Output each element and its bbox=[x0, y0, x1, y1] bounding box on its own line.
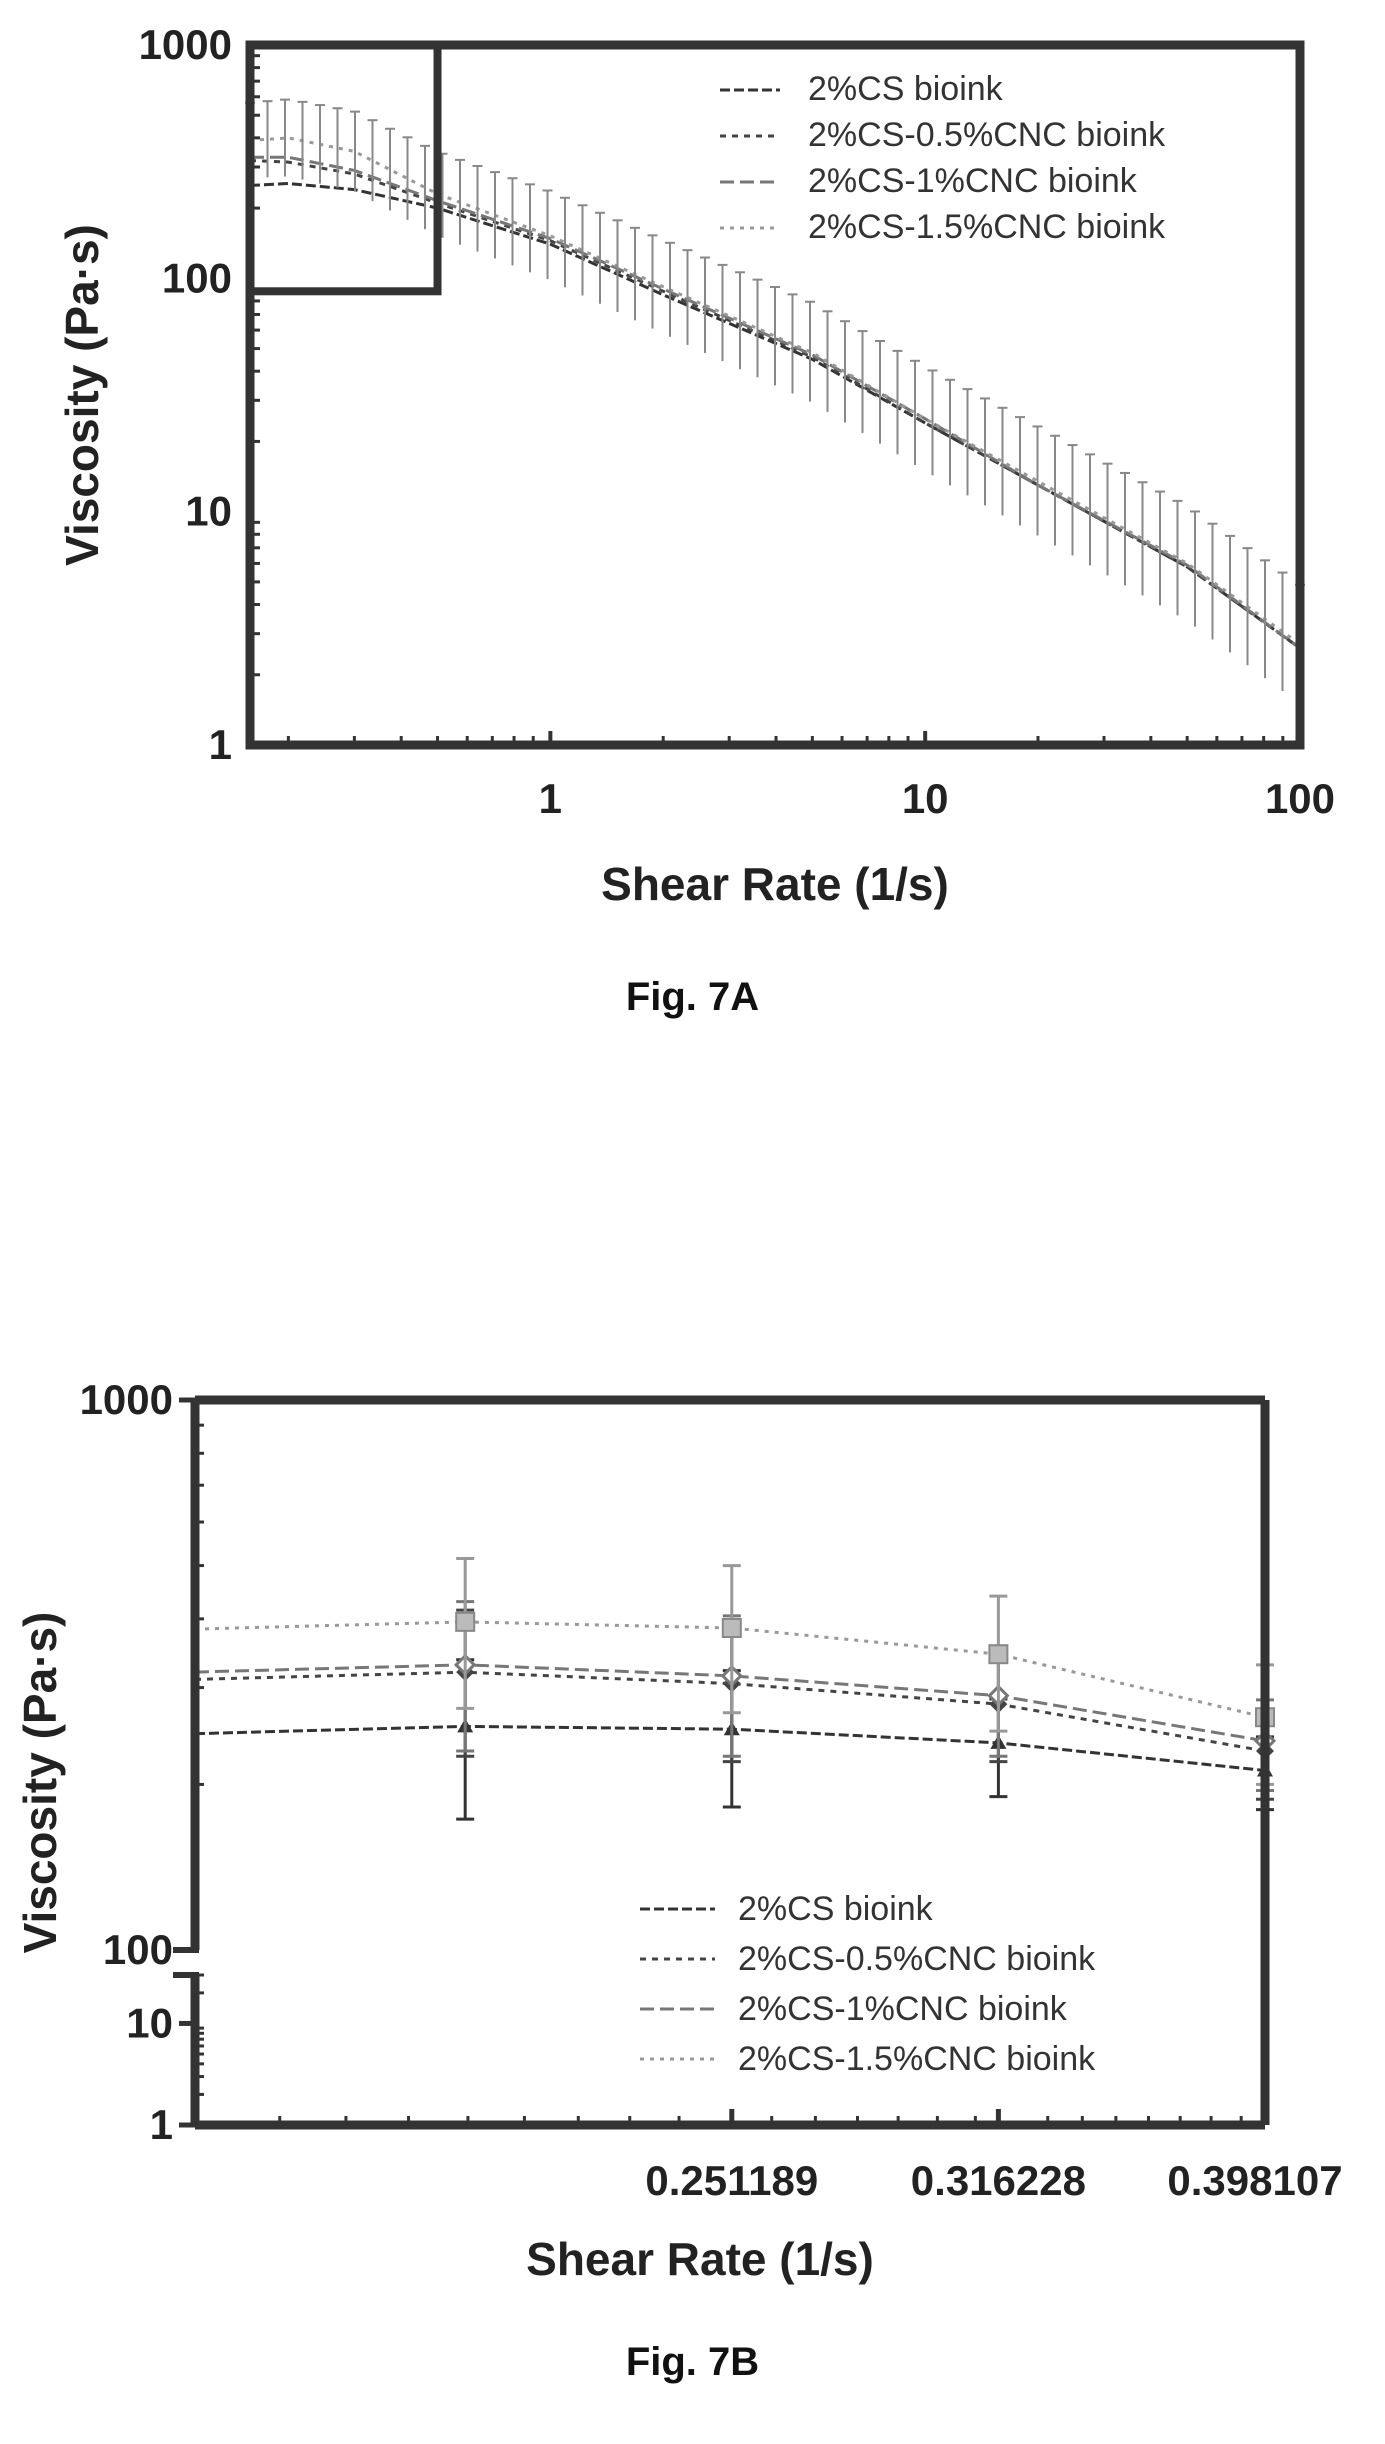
y-tick-label: 1 bbox=[150, 2101, 173, 2148]
y-tick-label: 1000 bbox=[80, 1376, 173, 1423]
legend-label: 2%CS-0.5%CNC bioink bbox=[738, 1940, 1096, 1978]
y-axis-title: Viscosity (Pa·s) bbox=[56, 224, 108, 566]
series-line bbox=[194, 1620, 1266, 1719]
y-tick-label: 1 bbox=[209, 721, 232, 768]
x-tick-label: 0.316228 bbox=[911, 2157, 1086, 2204]
legend-label: 2%CS-0.5%CNC bioink bbox=[808, 116, 1166, 154]
legend: 2%CS bioink 2%CS-0.5%CNC bioink 2%CS-1%CNC… bbox=[640, 1890, 1096, 2078]
y-axis-title: Viscosity (Pa·s) bbox=[14, 1612, 66, 1954]
y-tick-label: 1000 bbox=[139, 21, 232, 68]
zoom-inset-box bbox=[246, 41, 442, 296]
chart-fig-7b: 1 10 100 1000 0.251189 0.316228 0.398107 2%CS … bbox=[14, 1376, 1343, 2285]
x-axis-title: Shear Rate (1/s) bbox=[526, 2233, 874, 2285]
x-tick-label: 0.251189 bbox=[645, 2157, 818, 2204]
series-line bbox=[249, 159, 1301, 650]
legend-label: 2%CS bioink bbox=[808, 70, 1004, 108]
legend-label: 2%CS-1.5%CNC bioink bbox=[808, 208, 1166, 246]
series-line bbox=[250, 155, 1301, 650]
series-line bbox=[194, 1670, 1266, 1753]
y-tick-label: 10 bbox=[126, 1999, 173, 2046]
y-tick-label: 100 bbox=[103, 1926, 173, 1973]
chart-series-group bbox=[245, 98, 1305, 704]
data-point bbox=[988, 1644, 1009, 1665]
x-tick-label: 10 bbox=[902, 775, 949, 822]
chart-series-group bbox=[194, 1557, 1277, 1821]
legend-label: 2%CS-1%CNC bioink bbox=[738, 1990, 1068, 2028]
x-tick-label: 100 bbox=[1265, 775, 1335, 822]
chart-fig-7a: 1 10 100 1000 1 10 100 2%CS bioink 2%CS-0.5%CNC… bbox=[56, 21, 1335, 910]
y-tick-label: 100 bbox=[162, 254, 232, 301]
y-tick-label: 10 bbox=[185, 488, 232, 535]
legend-label: 2%CS-1%CNC bioink bbox=[808, 162, 1138, 200]
legend-label: 2%CS bioink bbox=[738, 1890, 934, 1928]
x-tick-label: 1 bbox=[539, 775, 562, 822]
series-line bbox=[249, 136, 1301, 646]
x-tick-label: 0.398107 bbox=[1167, 2157, 1342, 2204]
legend-label: 2%CS-1.5%CNC bioink bbox=[738, 2040, 1096, 2078]
figure-caption: Fig. 7B bbox=[625, 2340, 760, 2384]
legend: 2%CS bioink 2%CS-0.5%CNC bioink 2%CS-1%CNC… bbox=[720, 70, 1166, 246]
data-point bbox=[721, 1617, 742, 1638]
x-axis-title: Shear Rate (1/s) bbox=[601, 858, 949, 910]
figure-caption: Fig. 7A bbox=[625, 975, 760, 1019]
data-point bbox=[455, 1611, 476, 1632]
plot-area-frame bbox=[173, 1395, 1270, 2130]
series-line bbox=[194, 1663, 1266, 1743]
